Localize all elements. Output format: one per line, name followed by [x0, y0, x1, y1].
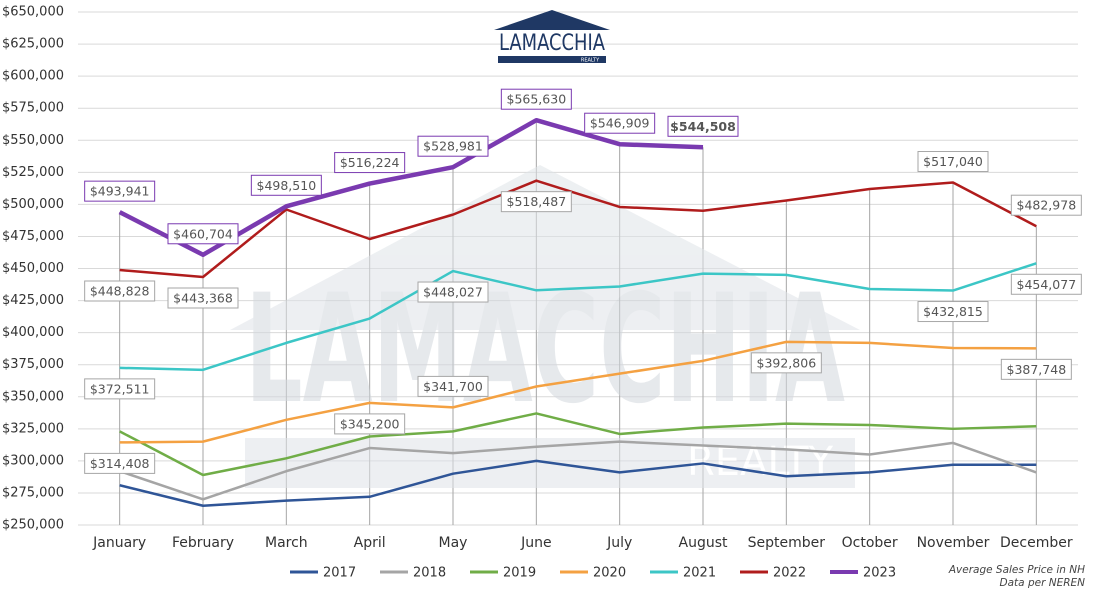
value-label: $392,806 — [757, 355, 817, 370]
x-tick-label: December — [1000, 535, 1073, 551]
logo-bar — [498, 56, 606, 63]
value-label: $493,941 — [90, 184, 150, 199]
x-tick-label: August — [679, 535, 729, 551]
note: Data per NEREN — [1000, 577, 1086, 589]
value-label-box — [917, 151, 989, 173]
y-tick-label: $475,000 — [2, 229, 64, 244]
value-label-box — [1010, 194, 1082, 216]
y-tick-label: $250,000 — [2, 518, 64, 533]
value-label-box — [417, 281, 489, 303]
value-label-box — [917, 301, 989, 323]
series-line — [118, 117, 704, 258]
value-label-box — [250, 174, 322, 196]
note: Average Sales Price in NH — [948, 564, 1085, 576]
y-tick-label: $375,000 — [2, 357, 64, 372]
y-tick-label: $450,000 — [2, 261, 64, 276]
value-label: $546,909 — [590, 116, 650, 131]
value-label: $498,510 — [257, 178, 317, 193]
x-tick-label: September — [748, 535, 826, 551]
legend-label: 2021 — [683, 566, 716, 581]
value-label: $454,077 — [1017, 277, 1077, 292]
value-label-box — [750, 352, 822, 374]
value-label-box — [84, 378, 156, 400]
value-label-box — [1000, 358, 1072, 380]
logo-tagline: REALTY — [581, 58, 600, 64]
watermark-roof — [230, 165, 860, 330]
y-tick-label: $325,000 — [2, 421, 64, 436]
x-tick-label: June — [520, 535, 552, 551]
value-label-box — [1010, 273, 1082, 295]
value-label-box — [167, 287, 239, 309]
y-tick-label: $625,000 — [2, 37, 64, 52]
series-line — [119, 340, 1037, 444]
series-line — [119, 440, 1037, 501]
value-label: $443,368 — [173, 291, 233, 306]
value-label: $544,508 — [670, 119, 736, 134]
value-label-box — [84, 280, 156, 302]
x-tick-label: February — [172, 535, 234, 551]
value-label-box — [84, 452, 156, 474]
value-label-box — [84, 180, 156, 202]
x-tick-label: January — [92, 535, 146, 551]
series-line — [119, 459, 1037, 508]
value-label: $460,704 — [173, 226, 233, 241]
legend-label: 2019 — [503, 566, 536, 581]
value-label: $482,978 — [1017, 198, 1077, 213]
value-label: $448,828 — [90, 284, 150, 299]
x-tick-label: March — [265, 535, 308, 551]
value-label: $341,700 — [423, 379, 483, 394]
value-label: $518,487 — [507, 194, 567, 209]
y-tick-label: $350,000 — [2, 389, 64, 404]
value-label: $372,511 — [90, 381, 150, 396]
logo-roof — [494, 10, 610, 30]
logo: LAMACCHIA REALTY — [494, 10, 610, 64]
y-tick-label: $575,000 — [2, 101, 64, 116]
value-label-box — [584, 112, 656, 134]
legend-label: 2020 — [593, 566, 626, 581]
value-label: $516,224 — [340, 155, 400, 170]
legend-label: 2022 — [773, 566, 806, 581]
value-label-box — [417, 135, 489, 157]
value-label-box — [500, 191, 572, 213]
y-tick-label: $525,000 — [2, 165, 64, 180]
value-label: $565,630 — [507, 92, 567, 107]
logo-name: LAMACCHIA — [499, 31, 605, 56]
value-label: $528,981 — [423, 139, 483, 154]
value-label-box — [667, 115, 739, 137]
value-label-box — [417, 375, 489, 397]
value-label: $432,815 — [923, 304, 983, 319]
y-tick-label: $500,000 — [2, 197, 64, 212]
x-tick-label: October — [842, 535, 898, 551]
value-label: $345,200 — [340, 416, 400, 431]
series-line — [119, 179, 1037, 279]
y-tick-label: $600,000 — [2, 69, 64, 84]
value-label: $314,408 — [90, 456, 150, 471]
value-label-box — [334, 152, 406, 174]
value-label: $517,040 — [923, 154, 983, 169]
value-label-box — [167, 223, 239, 245]
x-tick-label: May — [439, 535, 468, 551]
y-tick-label: $650,000 — [2, 5, 64, 20]
y-tick-label: $550,000 — [2, 133, 64, 148]
y-tick-label: $425,000 — [2, 293, 64, 308]
value-label: $448,027 — [423, 285, 483, 300]
series-line — [119, 262, 1037, 372]
x-tick-label: November — [917, 535, 990, 551]
value-label-box — [334, 413, 406, 435]
legend-label: 2017 — [323, 566, 356, 581]
y-tick-label: $275,000 — [2, 485, 64, 500]
x-tick-label: July — [606, 535, 632, 551]
y-tick-label: $300,000 — [2, 453, 64, 468]
watermark: LAMACCHIA REALTY — [230, 165, 860, 488]
y-tick-label: $400,000 — [2, 325, 64, 340]
legend-label: 2018 — [413, 566, 446, 581]
value-label: $387,748 — [1007, 362, 1067, 377]
value-label-box — [500, 88, 572, 110]
legend-label: 2023 — [863, 566, 896, 581]
x-tick-label: April — [354, 535, 386, 551]
series-line — [119, 412, 1037, 477]
